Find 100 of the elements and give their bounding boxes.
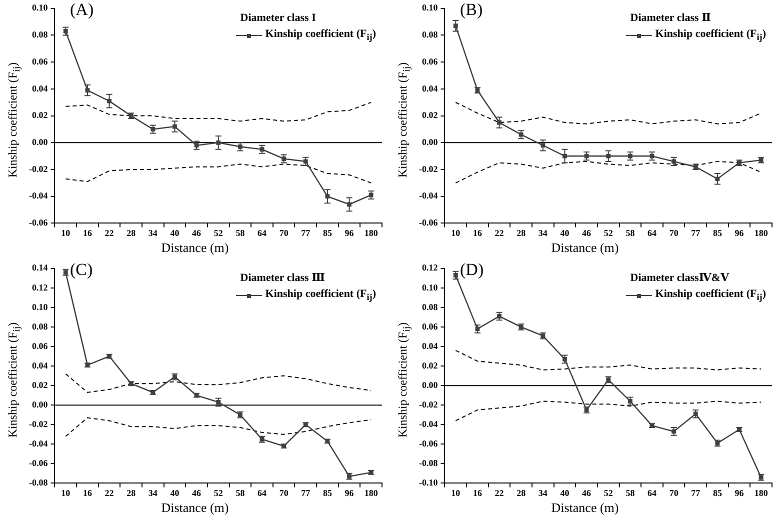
x-tick-label: 22: [104, 228, 114, 238]
y-tick-label: -0.08: [28, 478, 48, 488]
x-tick-label: 77: [301, 488, 311, 498]
y-tick-label: 0.06: [32, 56, 48, 66]
x-axis-title: Distance (m): [550, 240, 620, 256]
x-tick-label: 16: [472, 228, 482, 238]
y-tick-label: 0.02: [32, 110, 48, 120]
x-tick-label: 58: [236, 228, 246, 238]
x-tick-label: 28: [126, 228, 136, 238]
x-tick-label: 180: [754, 228, 768, 238]
y-tick-label: 0.00: [32, 399, 48, 410]
y-tick-label: 0.04: [32, 360, 48, 370]
x-tick-label: 16: [82, 228, 92, 238]
x-axis-title: Distance (m): [160, 240, 230, 256]
x-tick-label: 96: [344, 228, 354, 238]
y-tick-label: -0.02: [28, 164, 48, 174]
x-tick-label: 52: [604, 488, 614, 498]
x-tick-label: 46: [582, 228, 592, 238]
x-tick-label: 70: [279, 228, 289, 238]
y-tick-label: 0.04: [422, 83, 438, 94]
x-tick-label: 46: [582, 488, 592, 498]
y-tick-label: 0.10: [32, 302, 48, 312]
x-tick-label: 10: [451, 228, 461, 238]
legend-label: Kinship coefficient (F$_{ij}$): [655, 27, 766, 44]
chart-subtitle: Diameter classⅣ&Ⅴ: [630, 271, 730, 286]
chart-title: (D): [460, 260, 484, 280]
y-tick-label: -0.04: [418, 418, 438, 429]
y-tick-label: -0.06: [28, 218, 48, 228]
y-tick-label: 0.14: [32, 262, 48, 273]
x-tick-label: 22: [494, 488, 504, 498]
y-tick-label: 0.06: [422, 321, 438, 332]
x-tick-label: 180: [364, 228, 378, 238]
y-tick-label: 0.02: [422, 110, 438, 120]
y-tick-label: -0.02: [418, 164, 438, 174]
x-tick-label: 70: [279, 488, 289, 498]
chart-title: (B): [460, 0, 483, 20]
chart-subtitle: Diameter class Ⅱ: [630, 11, 712, 26]
x-tick-label: 58: [236, 488, 246, 498]
x-tick-label: 10: [61, 228, 71, 238]
y-tick-label: 0.00: [422, 136, 438, 147]
y-tick-label: -0.08: [418, 458, 438, 468]
x-tick-label: 52: [214, 488, 224, 498]
y-tick-label: -0.04: [28, 438, 48, 448]
x-tick-label: 64: [258, 488, 268, 498]
chart-title: (A): [70, 0, 94, 20]
y-tick-label: 0.10: [32, 2, 48, 13]
x-tick-label: 40: [560, 228, 570, 238]
x-tick-label: 46: [192, 488, 202, 498]
x-tick-label: 70: [669, 228, 679, 238]
x-tick-label: 85: [712, 228, 722, 238]
x-tick-label: 77: [301, 228, 311, 238]
x-tick-label: 16: [82, 488, 92, 498]
legend-label: Kinship coefficient (F$_{ij}$): [265, 27, 376, 44]
chart-subtitle: Diameter class I: [240, 11, 317, 26]
y-tick-label: 0.02: [32, 380, 48, 390]
y-tick-label: 0.06: [422, 56, 438, 66]
x-tick-label: 58: [626, 488, 636, 498]
legend-label: Kinship coefficient (F$_{ij}$): [655, 287, 766, 304]
x-tick-label: 46: [192, 228, 202, 238]
x-tick-label: 77: [691, 228, 701, 238]
x-tick-label: 64: [648, 228, 658, 238]
y-tick-label: -0.06: [28, 458, 48, 468]
y-tick-label: -0.10: [418, 478, 438, 488]
x-tick-label: 85: [712, 488, 722, 498]
y-tick-label: -0.02: [28, 418, 48, 429]
y-tick-label: -0.02: [418, 399, 438, 410]
y-tick-label: -0.06: [418, 218, 438, 228]
x-tick-label: 40: [170, 488, 180, 498]
y-tick-label: 0.00: [422, 380, 438, 390]
x-tick-label: 85: [322, 228, 332, 238]
x-tick-label: 34: [538, 228, 548, 238]
x-tick-label: 40: [560, 488, 570, 498]
x-tick-label: 96: [734, 228, 744, 238]
x-axis-title: Distance (m): [160, 500, 230, 516]
y-tick-label: 0.12: [32, 282, 48, 292]
x-tick-label: 52: [214, 228, 224, 238]
y-tick-label: 0.04: [422, 340, 438, 351]
x-tick-label: 70: [669, 488, 679, 498]
x-tick-label: 58: [626, 228, 636, 238]
x-tick-label: 16: [472, 488, 482, 498]
y-tick-label: 0.10: [422, 282, 438, 292]
x-tick-label: 22: [104, 488, 114, 498]
chart-subtitle: Diameter class Ⅲ: [240, 271, 326, 286]
x-tick-label: 34: [148, 228, 158, 238]
y-tick-label: -0.06: [418, 438, 438, 448]
x-tick-label: 96: [344, 488, 354, 498]
y-tick-label: 0.00: [32, 136, 48, 147]
y-tick-label: 0.06: [32, 340, 48, 351]
y-tick-label: 0.08: [32, 321, 48, 332]
chart-title: (C): [70, 260, 93, 280]
x-tick-label: 52: [604, 228, 614, 238]
x-axis-title: Distance (m): [550, 500, 620, 516]
y-tick-label: 0.08: [422, 30, 438, 40]
y-tick-label: 0.02: [422, 360, 438, 370]
x-tick-label: 180: [754, 488, 768, 498]
x-tick-label: 64: [258, 228, 268, 238]
y-tick-label: -0.04: [418, 190, 438, 201]
x-tick-label: 34: [148, 488, 158, 498]
x-tick-label: 10: [451, 488, 461, 498]
y-tick-label: 0.04: [32, 83, 48, 94]
